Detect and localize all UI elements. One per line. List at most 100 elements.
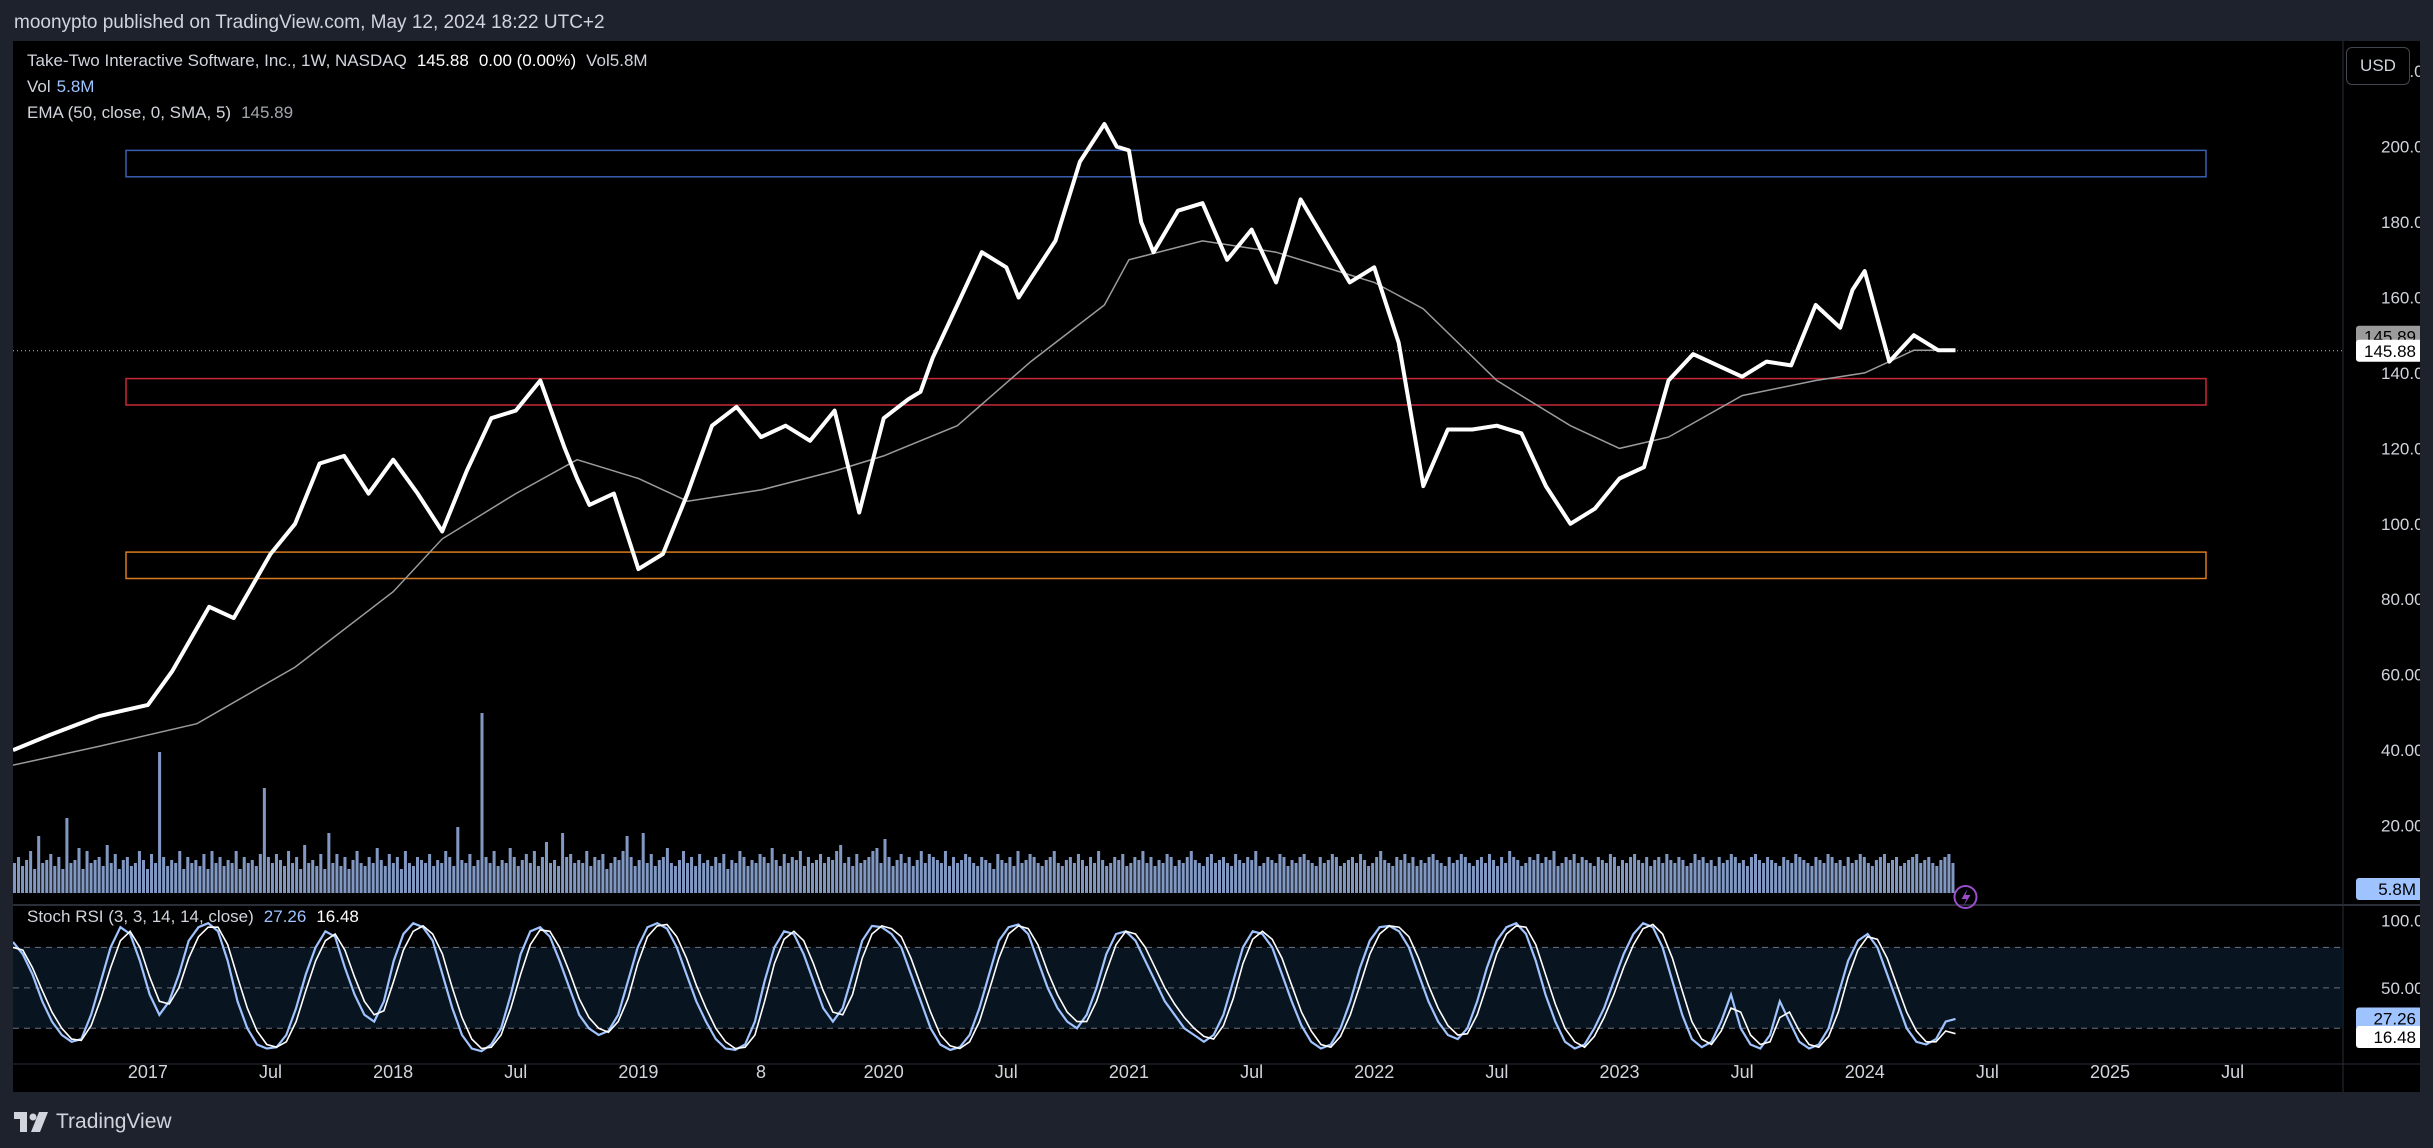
volume-bar [786, 863, 790, 893]
volume-bar [77, 848, 81, 893]
volume-bar [1185, 857, 1189, 893]
volume-bar [109, 863, 113, 893]
volume-bar [1661, 863, 1665, 893]
volume-bar [355, 851, 359, 893]
volume-bar [1604, 863, 1608, 893]
volume-bar [1528, 857, 1532, 893]
volume-bar [456, 827, 460, 893]
stoch-d-badge-bg [2356, 1026, 2420, 1049]
volume-bar [730, 860, 734, 893]
volume-bar [907, 857, 911, 893]
volume-bar [480, 713, 484, 893]
volume-bar [734, 863, 738, 893]
volume-legend[interactable]: Vol 5.8M [27, 75, 94, 99]
stoch-legend[interactable]: Stoch RSI (3, 3, 14, 14, close) 27.26 16.4… [27, 905, 359, 929]
volume-bar [863, 860, 867, 893]
volume-bar [1741, 860, 1745, 893]
volume-bar [1036, 863, 1040, 893]
volume-bar [1024, 860, 1028, 893]
volume-bar [1089, 857, 1093, 893]
chart-area[interactable]: 220.00200.00180.00160.00140.00120.00100.… [13, 41, 2420, 1092]
time-tick-label: 2025 [2090, 1062, 2130, 1082]
volume-bar [629, 857, 633, 893]
volume-bar [1028, 854, 1032, 893]
volume-bar [980, 857, 984, 893]
volume-bar [512, 857, 516, 893]
volume-bar [714, 857, 718, 893]
ema-value: 145.89 [241, 103, 294, 122]
volume-bar [1463, 857, 1467, 893]
volume-bar [657, 860, 661, 893]
volume-bar [915, 860, 919, 893]
volume-bar [577, 860, 581, 893]
volume-bar [1286, 866, 1290, 893]
volume-bar [234, 851, 238, 893]
volume-bar [1862, 857, 1866, 893]
volume-bar [258, 854, 262, 893]
volume-bar [1020, 863, 1024, 893]
volume-bar [875, 848, 879, 893]
ema-legend[interactable]: EMA (50, close, 0, SMA, 5) 145.89 [27, 101, 293, 125]
volume-bar [847, 857, 851, 893]
volume-bar [1487, 854, 1492, 893]
currency-button[interactable]: USD [2346, 47, 2410, 85]
volume-bar [1705, 863, 1709, 893]
volume-bar [871, 851, 875, 893]
volume-bar [1189, 851, 1193, 893]
volume-bar [956, 863, 960, 893]
volume-bar [943, 851, 947, 893]
volume-bar [1431, 854, 1435, 893]
tradingview-footer[interactable]: TradingView [14, 1104, 172, 1140]
volume-bar [287, 851, 291, 893]
volume-bar [1278, 854, 1282, 893]
chart-canvas[interactable]: 220.00200.00180.00160.00140.00120.00100.… [13, 41, 2420, 1092]
volume-bar [1584, 860, 1588, 893]
time-tick-label: 2022 [1354, 1062, 1394, 1082]
volume-bar [573, 863, 577, 893]
volume-bar [1596, 857, 1600, 893]
volume-bar [1117, 860, 1121, 893]
volume-bar [641, 833, 645, 893]
volume-bar [150, 854, 154, 893]
volume-bar [21, 866, 25, 893]
volume-bar [1923, 860, 1927, 893]
volume-bar [1411, 857, 1415, 893]
volume-bar [1064, 860, 1068, 893]
volume-bar [13, 863, 17, 893]
volume-bar [1641, 863, 1645, 893]
volume-bar [653, 866, 657, 893]
volume-bar [1133, 857, 1137, 893]
volume-bar [1504, 863, 1508, 893]
time-tick-label: 8 [756, 1062, 766, 1082]
volume-bar [726, 869, 730, 893]
volume-bar [1770, 860, 1774, 893]
time-tick-label: Jul [2221, 1062, 2244, 1082]
time-tick-label: 2019 [618, 1062, 658, 1082]
volume-bar [1907, 860, 1911, 893]
volume-bar [1314, 866, 1318, 893]
volume-bar [1141, 851, 1145, 893]
volume-bar [581, 863, 585, 893]
volume-bar [359, 863, 363, 893]
volume-bar [939, 863, 943, 893]
volume-bar [1121, 854, 1125, 893]
volume-bar [1548, 860, 1552, 893]
volume-value: 5.8M [56, 77, 95, 96]
volume-bar [303, 845, 307, 893]
volume-bar [1830, 857, 1834, 893]
volume-bar [1213, 863, 1217, 893]
symbol-legend[interactable]: Take-Two Interactive Software, Inc., 1W,… [27, 49, 648, 73]
volume-bar [1197, 863, 1201, 893]
price-tick-label: 120.00 [2381, 439, 2420, 458]
volume-bar [1346, 860, 1350, 893]
volume-bar [1338, 866, 1342, 893]
volume-bar [383, 866, 387, 893]
volume-bar [500, 860, 504, 893]
volume-bar [806, 857, 810, 893]
volume-bar [1363, 860, 1367, 893]
volume-bar [1330, 854, 1334, 893]
volume-bar [1891, 860, 1895, 893]
stoch-label: Stoch RSI (3, 3, 14, 14, close) [27, 907, 254, 926]
volume-bar [649, 854, 653, 893]
volume-bar [1032, 857, 1036, 893]
